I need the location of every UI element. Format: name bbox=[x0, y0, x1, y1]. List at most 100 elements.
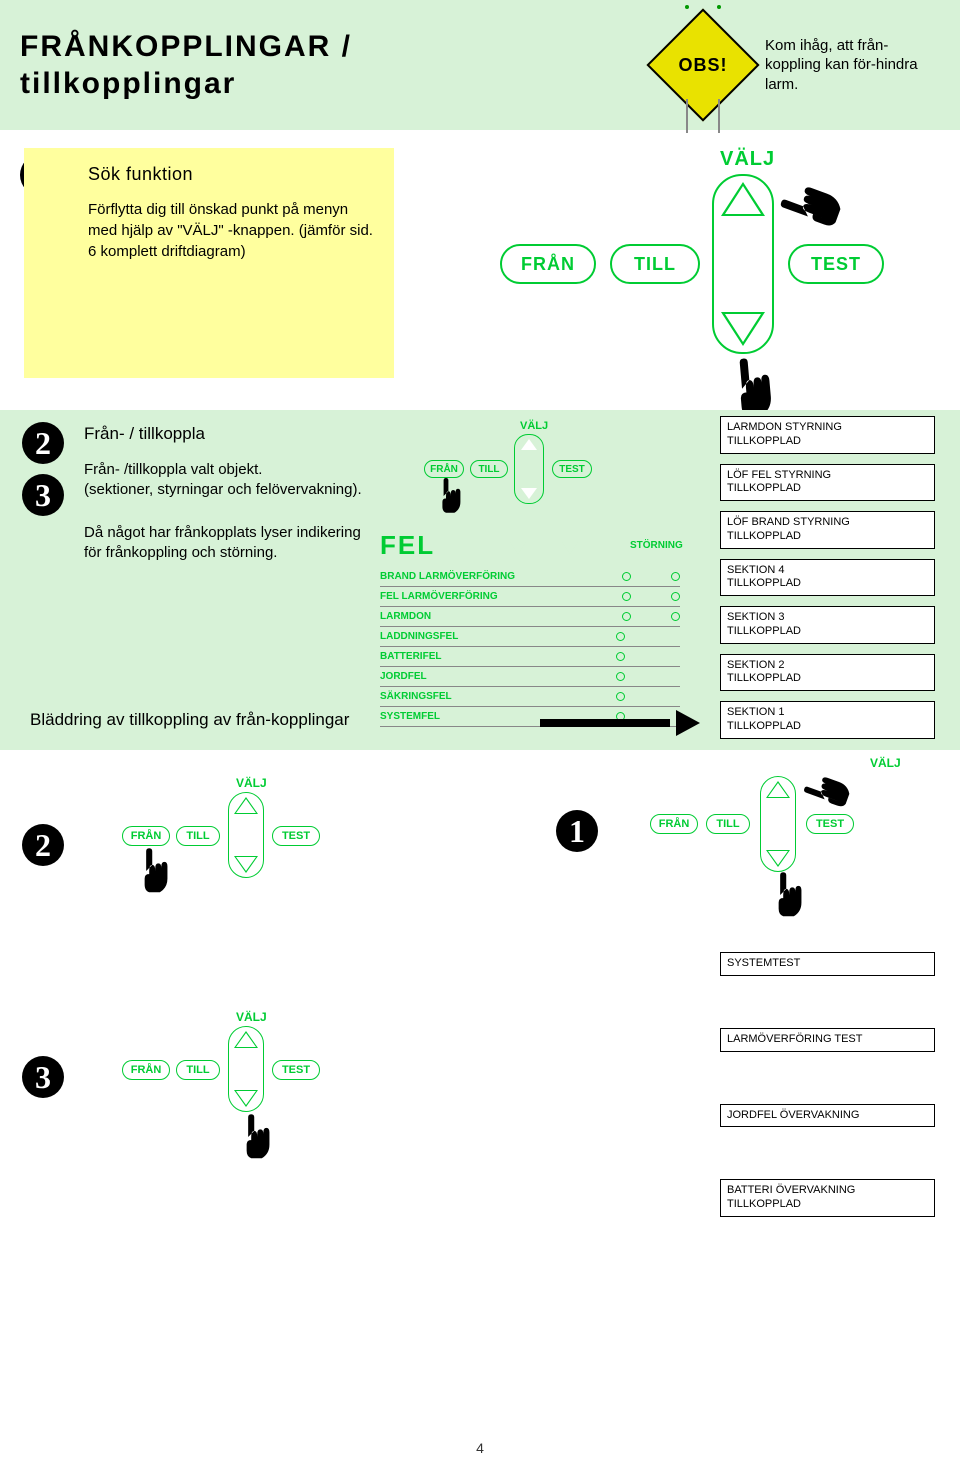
status-box: LÖF FEL STYRNINGTILLKOPPLAD bbox=[720, 464, 935, 502]
fran-button[interactable]: FRÅN bbox=[500, 244, 596, 284]
fel-panel: VÄLJ FRÅN TILL TEST FEL STÖRNING BRAND L… bbox=[380, 420, 690, 530]
till-button[interactable]: TILL bbox=[470, 460, 508, 478]
section-2: 2 3 Från- / tillkoppla Från- /tillkoppla… bbox=[0, 410, 960, 750]
step-1-box: Sök funktion Förflytta dig till önskad p… bbox=[24, 148, 394, 378]
fran-button[interactable]: FRÅN bbox=[650, 814, 698, 834]
up-arrow-icon bbox=[521, 439, 537, 450]
fel-label: SÄKRINGSFEL bbox=[380, 691, 616, 702]
status-box: SEKTION 2TILLKOPPLAD bbox=[720, 654, 935, 692]
valj-label: VÄLJ bbox=[870, 756, 901, 770]
status-box: LARMDON STYRNINGTILLKOPPLAD bbox=[720, 416, 935, 454]
valj-capsule[interactable] bbox=[228, 1026, 264, 1112]
status-column-2: SYSTEMTEST LARMÖVERFÖRING TEST JORDFEL ÖVE… bbox=[720, 952, 935, 1269]
up-arrow-icon bbox=[236, 799, 256, 813]
fel-label: JORDFEL bbox=[380, 671, 616, 682]
status-box: SEKTION 4TILLKOPPLAD bbox=[720, 559, 935, 597]
obs-sign: OBS! bbox=[657, 19, 749, 111]
led-indicator bbox=[616, 672, 625, 681]
led-indicator bbox=[622, 612, 631, 621]
page-number: 4 bbox=[476, 1440, 484, 1456]
fel-title: FEL bbox=[380, 530, 435, 560]
fran-button[interactable]: FRÅN bbox=[122, 1060, 170, 1080]
hand-point-icon bbox=[768, 872, 806, 918]
step-1-badge-bottom: 1 bbox=[556, 810, 598, 852]
hand-point-icon bbox=[236, 1114, 274, 1160]
till-button[interactable]: TILL bbox=[610, 244, 700, 284]
valj-capsule[interactable] bbox=[712, 174, 774, 354]
bottom-area: 2 VÄLJ FRÅN TILL TEST 1 VÄLJ FRÅN TILL T… bbox=[0, 756, 960, 1316]
valj-capsule[interactable] bbox=[514, 434, 544, 504]
navpad-med-2: VÄLJ FRÅN TILL TEST bbox=[108, 776, 368, 936]
status-box: SEKTION 1TILLKOPPLAD bbox=[720, 701, 935, 739]
valj-label: VÄLJ bbox=[720, 148, 775, 171]
valj-capsule[interactable] bbox=[228, 792, 264, 878]
led-indicator bbox=[671, 612, 680, 621]
led-indicator bbox=[622, 572, 631, 581]
status-box: SEKTION 3TILLKOPPLAD bbox=[720, 606, 935, 644]
till-button[interactable]: TILL bbox=[706, 814, 750, 834]
reminder-text: Kom ihåg, att från-koppling kan för-hind… bbox=[765, 36, 940, 95]
led-indicator bbox=[616, 632, 625, 641]
storning-label: STÖRNING bbox=[630, 540, 683, 551]
down-arrow-icon bbox=[236, 857, 256, 871]
led-indicator bbox=[616, 652, 625, 661]
navpad-med-3: VÄLJ FRÅN TILL TEST bbox=[108, 1010, 368, 1170]
step-2-badge-bottom: 2 bbox=[22, 824, 64, 866]
fel-label: BATTERIFEL bbox=[380, 651, 616, 662]
fel-label: LARMDON bbox=[380, 611, 622, 622]
test-button[interactable]: TEST bbox=[788, 244, 884, 284]
header-band: FRÅNKOPPLINGAR / tillkopplingar OBS! Kom… bbox=[0, 0, 960, 130]
step3-p1: Från- /tillkoppla valt objekt. bbox=[84, 461, 262, 478]
step1-body: Förflytta dig till önskad punkt på menyn… bbox=[88, 199, 376, 262]
step2-heading: Från- / tillkoppla bbox=[84, 424, 364, 444]
navpad-mini: VÄLJ FRÅN TILL TEST bbox=[380, 420, 690, 530]
navpad-large: VÄLJ FRÅN TILL TEST bbox=[460, 148, 940, 388]
fel-label: BRAND LARMÖVERFÖRING bbox=[380, 571, 622, 582]
test-button[interactable]: TEST bbox=[272, 826, 320, 846]
step3-p1b: (sektioner, styrningar och felövervaknin… bbox=[84, 481, 362, 498]
fran-button[interactable]: FRÅN bbox=[424, 460, 464, 478]
fel-row: JORDFEL bbox=[380, 667, 680, 687]
up-arrow-icon bbox=[236, 1033, 256, 1047]
hand-point-icon bbox=[799, 767, 855, 818]
down-arrow-icon bbox=[725, 314, 761, 342]
down-arrow-icon bbox=[521, 488, 537, 499]
step3-p2: Då något har frånkopplats lyser indikeri… bbox=[84, 523, 364, 564]
status-box: SYSTEMTEST bbox=[720, 952, 935, 976]
led-indicator bbox=[616, 692, 625, 701]
hand-point-icon bbox=[134, 848, 172, 894]
status-box: LARMÖVERFÖRING TEST bbox=[720, 1028, 935, 1052]
hand-point-icon bbox=[434, 478, 464, 514]
valj-label: VÄLJ bbox=[236, 776, 267, 790]
navpad-med-1: VÄLJ FRÅN TILL TEST bbox=[630, 756, 890, 916]
status-box: JORDFEL ÖVERVAKNING bbox=[720, 1104, 935, 1128]
arrow-right-icon bbox=[540, 712, 700, 734]
valj-label: VÄLJ bbox=[236, 1010, 267, 1024]
hand-point-icon bbox=[774, 174, 847, 242]
fran-button[interactable]: FRÅN bbox=[122, 826, 170, 846]
fel-row: LARMDON bbox=[380, 607, 680, 627]
test-button[interactable]: TEST bbox=[806, 814, 854, 834]
till-button[interactable]: TILL bbox=[176, 1060, 220, 1080]
test-button[interactable]: TEST bbox=[552, 460, 592, 478]
led-indicator bbox=[622, 592, 631, 601]
fel-label: LADDNINGSFEL bbox=[380, 631, 616, 642]
up-arrow-icon bbox=[768, 783, 788, 797]
test-button[interactable]: TEST bbox=[272, 1060, 320, 1080]
till-button[interactable]: TILL bbox=[176, 826, 220, 846]
fel-row: FEL LARMÖVERFÖRING bbox=[380, 587, 680, 607]
step1-heading: Sök funktion bbox=[88, 164, 376, 185]
fel-row: SÄKRINGSFEL bbox=[380, 687, 680, 707]
status-box: BATTERI ÖVERVAKNINGTILLKOPPLAD bbox=[720, 1179, 935, 1217]
fel-row: BRAND LARMÖVERFÖRING bbox=[380, 567, 680, 587]
fel-label: FEL LARMÖVERFÖRING bbox=[380, 591, 622, 602]
valj-capsule[interactable] bbox=[760, 776, 796, 872]
title-line2: tillkopplingar bbox=[20, 67, 236, 100]
step-3-badge-bottom: 3 bbox=[22, 1056, 64, 1098]
fel-row: LADDNINGSFEL bbox=[380, 627, 680, 647]
status-box: LÖF BRAND STYRNINGTILLKOPPLAD bbox=[720, 511, 935, 549]
down-arrow-icon bbox=[768, 851, 788, 865]
valj-label: VÄLJ bbox=[520, 420, 548, 432]
status-column-1: LARMDON STYRNINGTILLKOPPLAD LÖF FEL STYRN… bbox=[720, 416, 935, 749]
led-indicator bbox=[671, 592, 680, 601]
